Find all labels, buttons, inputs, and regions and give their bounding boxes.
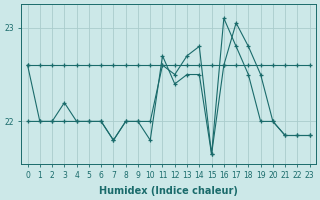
X-axis label: Humidex (Indice chaleur): Humidex (Indice chaleur) (99, 186, 238, 196)
